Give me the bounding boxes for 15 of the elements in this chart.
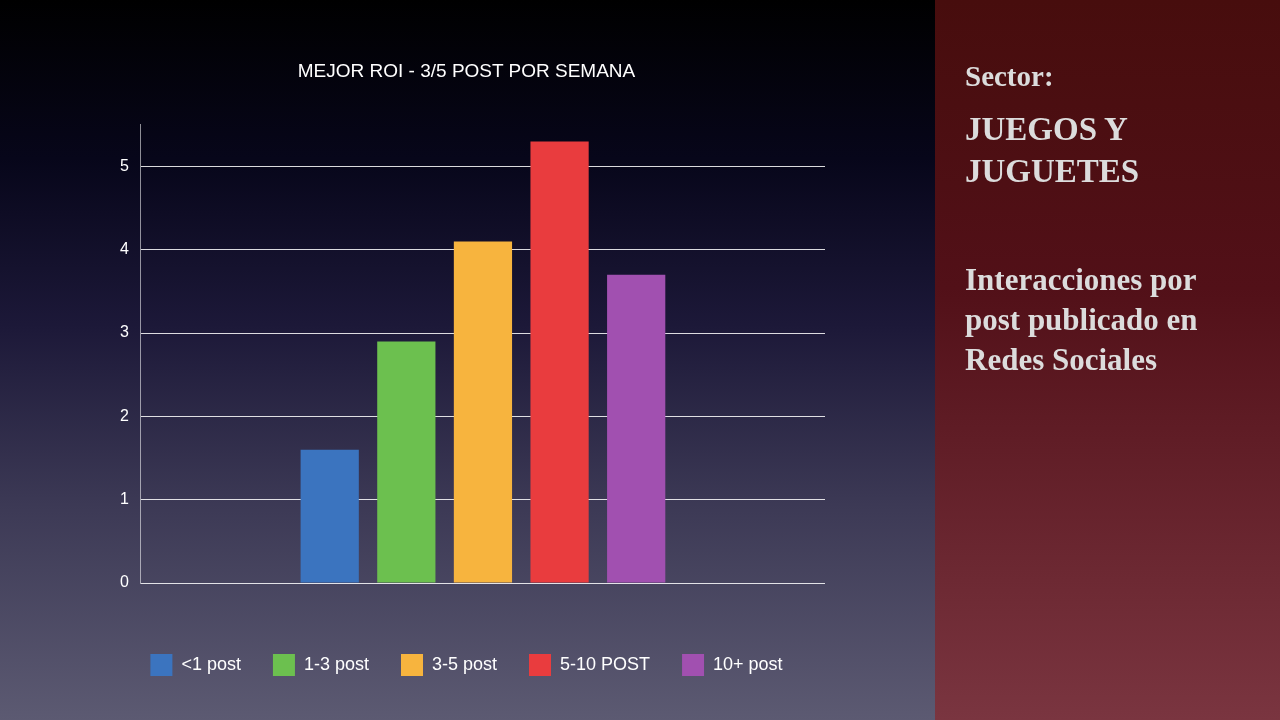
text: Sector: xyxy=(965,59,1055,94)
chart-title: MEJOR ROI - 3/5 POST POR SEMANA xyxy=(297,59,636,81)
legend-label: <1 post xyxy=(181,653,241,674)
y-tick-label: 2 xyxy=(119,406,129,424)
legend-label: 3-5 post xyxy=(431,653,498,674)
legend-label: 5-10 POST xyxy=(560,653,651,674)
y-tick-label: 4 xyxy=(119,240,129,258)
text: Interacciones por post publicado en Redes Sociales xyxy=(965,261,1199,379)
y-tick-label: 3 xyxy=(119,323,129,341)
text: JUEGOS Y JUGUETES xyxy=(965,110,1141,191)
y-tick-label: 0 xyxy=(119,573,129,591)
y-tick-label: 5 xyxy=(119,156,129,174)
legend-label: 1-3 post xyxy=(303,653,369,674)
legend-label: 10+ post xyxy=(713,653,783,674)
y-tick-label: 1 xyxy=(119,490,129,508)
